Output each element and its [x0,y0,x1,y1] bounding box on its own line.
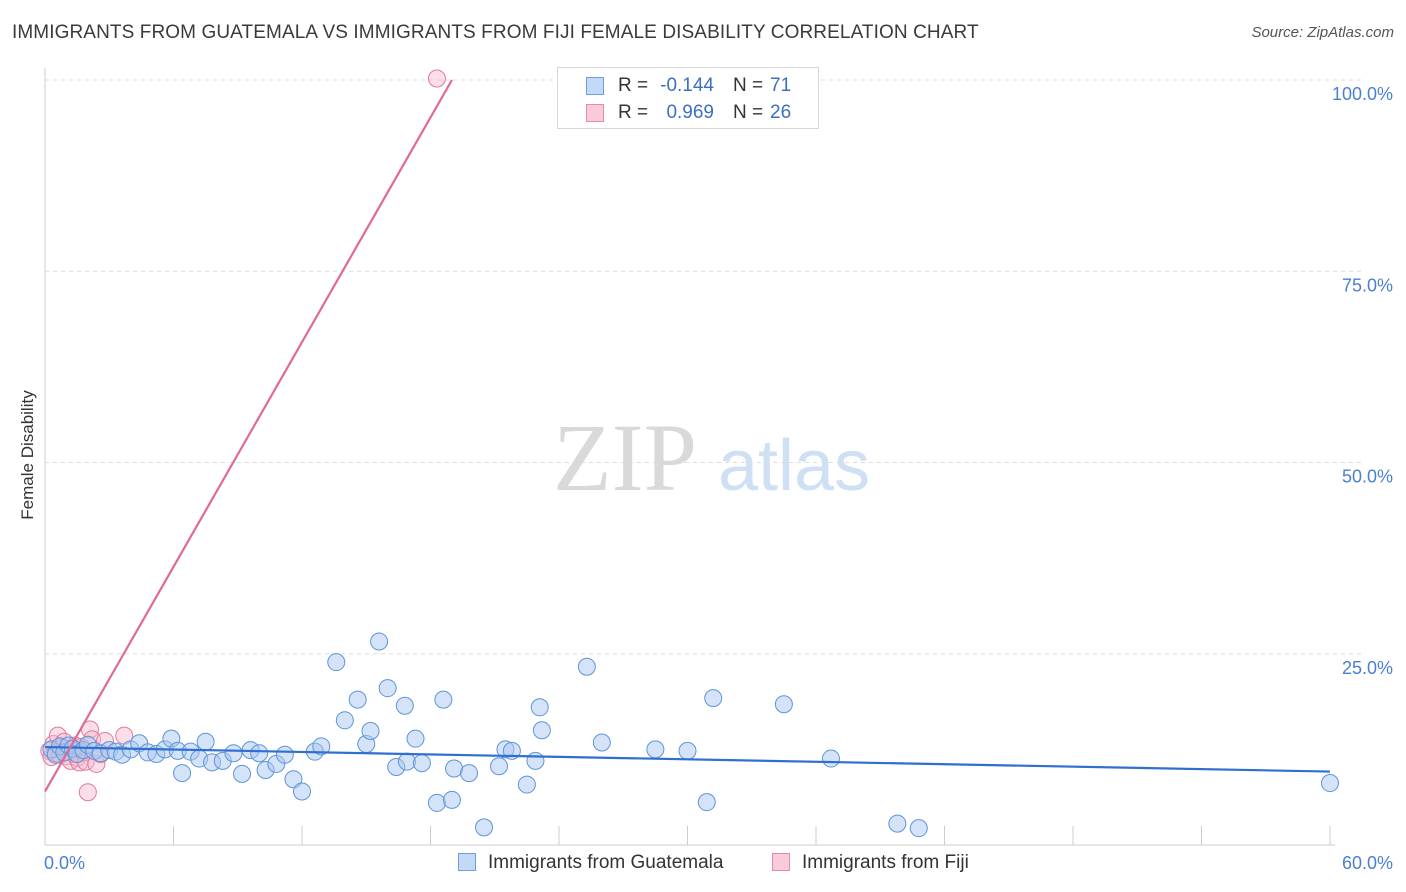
guatemala-point [293,782,311,801]
guatemala-point [196,732,215,751]
guatemala-trend-line [44,745,1331,773]
guatemala-legend-swatch [458,853,476,871]
guatemala-point [445,759,464,778]
y-tick-labels: 25.0% 50.0% 75.0% 100.0% [1332,84,1393,678]
guatemala-point [312,737,331,756]
legend-r-value: -0.144 [660,75,714,96]
chart-source: Source: ZipAtlas.com [1251,24,1394,41]
trend-lines [44,79,1331,792]
x-tick-label: 0.0% [44,853,85,873]
guatemala-point [517,775,536,794]
guatemala-point [361,722,380,741]
guatemala-point [821,749,840,768]
guatemala-swatch [586,77,604,95]
fiji-legend-swatch [772,853,790,871]
guatemala-point [774,695,793,714]
guatemala-point [173,764,192,783]
y-tick-label: 100.0% [1332,84,1393,104]
bottom-legend-fiji: Immigrants from Fiji [772,852,969,874]
guatemala-point [284,770,303,789]
guatemala-point [397,752,416,771]
watermark-zip: ZIP [553,404,697,511]
correlation-legend: R = -0.144 N = 71 R = 0.969 N = 26 [557,67,819,129]
guatemala-point [427,793,446,812]
legend-row-fiji: R = 0.969 N = 26 [558,100,818,128]
guatemala-point [370,632,389,651]
guatemala-point [704,689,723,708]
y-tick-label: 25.0% [1342,658,1393,678]
guatemala-point [434,690,453,709]
guatemala-points [42,632,1339,838]
guatemala-point [348,690,367,709]
guatemala-point [530,698,549,717]
x-tick-labels: 0.0% 60.0% [44,853,1393,873]
watermark-atlas: atlas [718,426,870,506]
y-tick-label: 75.0% [1342,275,1393,295]
chart-title: IMMIGRANTS FROM GUATEMALA VS IMMIGRANTS … [12,22,979,43]
watermark: ZIP atlas [553,404,870,511]
guatemala-point [490,757,509,776]
fiji-swatch [586,104,604,122]
fiji-point [427,69,446,88]
guatemala-point [592,733,611,752]
guatemala-point [697,793,716,812]
legend-n-value: 26 [770,102,792,123]
legend-r-label: R = [618,75,649,96]
axes [44,68,1335,846]
guatemala-point [395,696,414,715]
fiji-trend-line [44,79,453,792]
guatemala-point [1321,774,1339,793]
guatemala-point [577,657,596,676]
legend-n-value: 71 [770,75,792,96]
fiji-point [78,783,97,802]
legend-row-guatemala: R = -0.144 N = 71 [558,73,818,101]
y-tick-label: 50.0% [1342,467,1393,487]
x-tick-label: 60.0% [1342,853,1393,873]
guatemala-point [532,721,551,740]
guatemala-point [327,653,346,672]
guatemala-point [224,744,243,763]
legend-n-label: N = [733,75,764,96]
guatemala-point [526,751,545,770]
guatemala-point [335,711,354,730]
guatemala-point [460,764,479,783]
guatemala-point [909,819,928,838]
bottom-legend-guatemala: Immigrants from Guatemala [458,852,723,874]
guatemala-point [678,741,697,760]
legend-n-label: N = [733,102,764,123]
legend-r-label: R = [618,102,649,123]
fiji-legend-label: Immigrants from Fiji [802,852,969,873]
legend-r-value: 0.969 [666,102,714,123]
guatemala-point [475,818,494,837]
guatemala-point [406,729,425,748]
guatemala-point [233,764,252,783]
guatemala-point [646,740,665,759]
guatemala-point [888,814,907,833]
guatemala-point [412,754,431,773]
guatemala-point [275,745,294,764]
y-axis-title: Female Disability [18,390,37,520]
guatemala-point [378,679,397,698]
gridlines [45,79,1365,655]
guatemala-legend-label: Immigrants from Guatemala [488,852,724,873]
guatemala-point [250,744,269,763]
guatemala-point [442,790,461,809]
